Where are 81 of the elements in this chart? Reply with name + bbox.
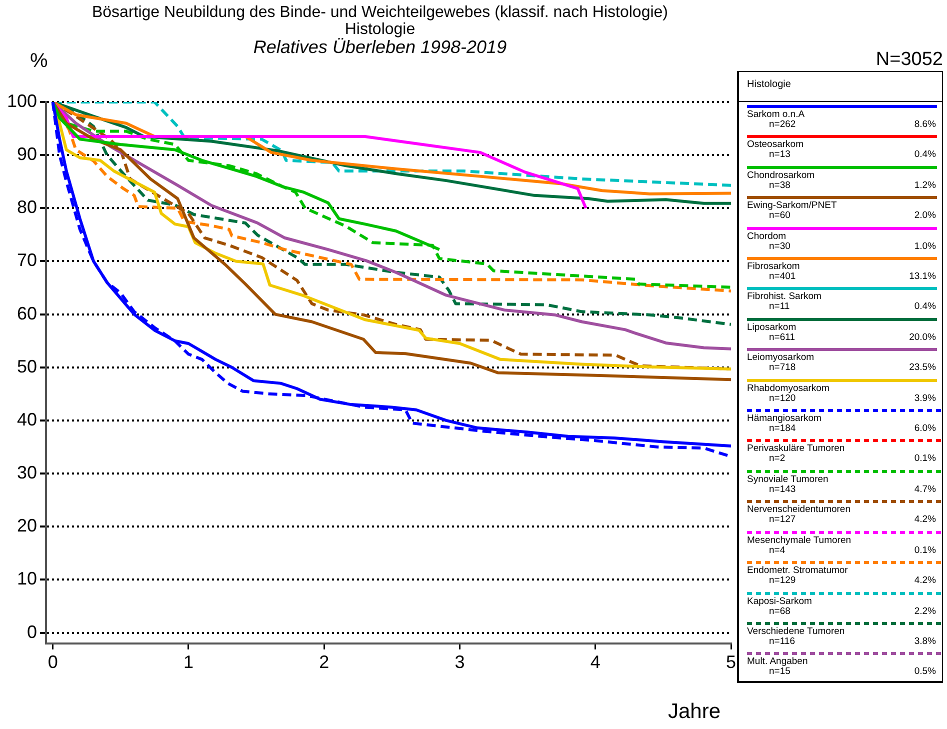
legend-label: Fibrosarkom [747,261,801,272]
legend-label: Osteosarkom [747,139,804,150]
text: Relatives Überleben 1998-2019 [253,37,507,57]
y-tick-label: 40 [17,409,38,430]
y-tick-label: 90 [17,144,38,164]
y-tick-label: 10 [17,568,38,589]
x-tick-label: 3 [454,652,465,672]
legend-label: Liposarkom [747,322,798,333]
chart-title: Bösartige Neubildung des Binde- und Weichteilgewebes (klassif. nach Histologie) [90,4,670,21]
y-tick-label: 80 [17,197,38,218]
text: 0.1% [914,453,936,464]
text: 4.2% [914,514,936,526]
text: N=3052 [876,49,943,71]
text: 2.0% [914,210,936,222]
legend-label: Perivaskuläre Tumoren [747,443,846,454]
text: n=13 [769,149,790,160]
y-tick-label: 100 [6,90,38,111]
y-axis-title: % [30,50,48,73]
text: n=38 [769,180,790,191]
chart-subtitle: Histologie [344,21,416,38]
legend-label: Mesenchymale Tumoren [747,534,852,546]
y-tick-label: 0 [27,622,38,642]
text: n=30 [769,240,790,252]
x-tick-label: 5 [726,652,736,672]
text: n=127 [769,514,796,526]
y-tick-label: 20 [17,516,38,536]
legend-label: Leiomyosarkom [747,352,816,364]
text: 0.4% [914,301,936,312]
y-tick-label: 60 [17,303,38,324]
legend-label: Chondrosarkom [747,170,816,181]
x-tick-label: 0 [48,652,58,672]
legend-label: Verschiedene Tumoren [747,626,846,637]
x-axis-title: Jahre [668,700,721,724]
text: n=184 [769,423,796,434]
text: n=2 [769,453,786,464]
y-tick-label: 70 [17,250,38,270]
text: 1.0% [914,240,936,252]
text: n=68 [769,606,790,616]
text: 4.2% [914,575,936,586]
text: n=11 [769,301,790,312]
text: 3.9% [914,392,936,404]
legend-label: Rhabdomyosarkom [747,382,830,394]
y-tick-label: 50 [17,356,38,376]
legend-label: Mult. Angaben [747,656,809,668]
text: n=4 [769,544,786,556]
legend-label: Kaposi-Sarkom [747,596,813,606]
text: 8.6% [914,119,936,130]
text: 0.5% [914,666,936,678]
text: 20.0% [909,332,936,343]
legend-label: Sarkom o.n.A [747,109,806,120]
text: n=262 [769,119,796,130]
text: 0.1% [914,544,936,556]
text: 0.4% [914,149,936,160]
text: n=60 [769,210,790,222]
x-tick-label: 1 [183,652,194,672]
text: n=143 [769,484,796,495]
legend-label: Ewing-Sarkom/PNET [747,200,838,212]
y-tick-label: 30 [17,462,38,483]
text: n=611 [769,332,795,343]
legend-label: Synoviale Tumoren [747,474,830,485]
x-tick-label: 2 [319,652,330,672]
text: 3.8% [914,636,936,647]
legend-label: Hämangiosarkom [747,413,822,424]
text: 2.2% [914,606,936,616]
legend-label: Endometr. Stromatumor [747,565,849,576]
legend-label: Nervenscheidentumoren [747,504,852,516]
text: 4.7% [914,484,936,495]
legend-title: Histologie [739,72,942,102]
legend-label: Fibrohist. Sarkom [747,291,822,302]
text: 1.2% [914,180,936,191]
text: n=116 [769,636,795,647]
text: 6.0% [914,423,936,434]
text: n=401 [769,271,796,282]
text: n=15 [769,666,790,678]
text: n=718 [769,362,796,374]
text: 23.5% [909,362,936,374]
text: n=129 [769,575,796,586]
text: n=120 [769,392,796,404]
x-tick-label: 4 [590,652,600,672]
legend-label: Chordom [747,230,788,242]
text: 13.1% [909,271,936,282]
